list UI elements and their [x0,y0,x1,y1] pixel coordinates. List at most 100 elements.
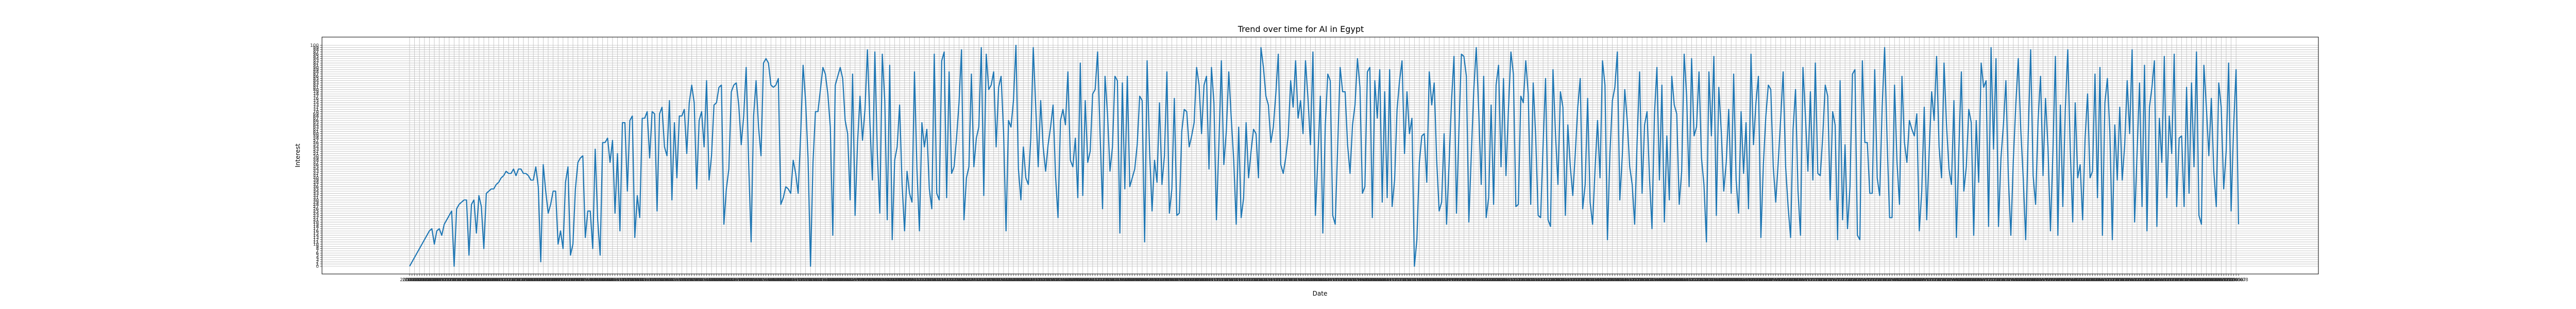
x-tick-label: 2045-04 [1625,278,1645,283]
x-tick-label: 2041-03 [1504,278,1523,283]
x-tick-label: 2056-11 [1969,278,1989,283]
x-tick-label: 2045-10 [1640,278,1659,283]
x-tick-label: 2037-06 [1393,278,1412,283]
x-tick-label: 2060-11 [2088,278,2107,283]
x-tick-label: 2020-09 [895,278,914,283]
y-tick-label: 67 [313,116,319,122]
x-tick-label: 2015-04 [734,278,754,283]
x-tick-label: 2055-07 [1929,278,1949,283]
x-tick-label: 2051-01 [1796,278,1816,283]
y-tick-label: 76 [313,96,319,101]
x-tick-label: 2028-11 [1138,278,1157,283]
x-tick-label: 2060-10 [2086,278,2105,283]
x-tick-label: 2056-03 [1949,278,1969,283]
x-tick-label: 2043-11 [1583,278,1602,283]
x-tick-label: 2051-03 [1801,278,1820,283]
y-tick-label: 84 [313,79,319,84]
x-tick-label: 2040-02 [1471,278,1491,283]
x-tick-label: 2049-11 [1761,278,1781,283]
x-tick-label: 2009-07 [563,278,583,283]
x-tick-label: 2060-01 [2063,278,2082,283]
x-tick-label: 2034-10 [1313,278,1333,283]
x-tick-label: 2032-11 [1256,278,1276,283]
x-tick-label: 2046-01 [1647,278,1667,283]
x-tick-label: 2027-11 [1108,278,1127,283]
x-tick-label: 2062-04 [2130,278,2149,283]
x-tick-label: 2041-12 [1526,278,1546,283]
x-tick-label: 2057-09 [1994,278,2013,283]
y-tick-label: 60 [313,132,319,137]
y-tick-label: 17 [313,227,319,232]
y-tick-label: 51 [313,151,319,157]
x-tick-label: 2052-03 [1831,278,1850,283]
x-tick-label: 2031-09 [1222,278,1241,283]
x-tick-label: 2033-01 [1261,278,1281,283]
x-tick-label: 2020-03 [880,278,900,283]
x-tick-label: 2015-07 [741,278,761,283]
x-tick-label: 2042-09 [1548,278,1568,283]
x-tick-label: 2038-03 [1415,278,1434,283]
y-tick-label: 54 [313,145,319,150]
x-tick-label: 2057-01 [1974,278,1993,283]
x-tick-label: 2051-12 [1823,278,1842,283]
x-tick-label: 2059-12 [2061,278,2080,283]
x-tick-label: 2020-04 [883,278,902,283]
x-tick-label: 2031-08 [1219,278,1239,283]
x-tick-label: 2025-04 [1031,278,1050,283]
x-tick-label: 2038-07 [1425,278,1444,283]
x-tick-label: 2045-08 [1635,278,1654,283]
x-tick-label: 2062-03 [2127,278,2147,283]
x-tick-label: 2046-02 [1650,278,1669,283]
y-tick-label: 73 [313,103,319,108]
x-tick-label: 2065-06 [2224,278,2244,283]
x-tick-label: 2021-11 [929,278,949,283]
x-tick-label: 2019-12 [873,278,892,283]
y-tick-label: 45 [313,165,319,170]
y-tick-label: 99 [313,45,319,50]
x-tick-label: 2020-07 [890,278,909,283]
x-tick-label: 2063-01 [2152,278,2172,283]
x-tick-label: 2041-05 [1509,278,1528,283]
x-tick-label: 2005-01 [430,278,449,283]
x-tick-label: 2022-10 [957,278,976,283]
x-tick-label: 2050-10 [1788,278,1808,283]
x-tick-label: 2016-03 [761,278,781,283]
x-tick-label: 2022-12 [962,278,981,283]
x-tick-label: 2028-04 [1120,278,1140,283]
x-tick-label: 2049-04 [1744,278,1764,283]
y-tick-label: 94 [313,57,319,62]
x-tick-label: 2028-09 [1132,278,1152,283]
x-tick-label: 2026-04 [1061,278,1080,283]
x-tick-label: 2019-09 [865,278,885,283]
x-tick-label: 2006-03 [464,278,484,283]
y-tick-label: 50 [313,154,319,159]
x-tick-label: 2017-11 [811,278,831,283]
x-tick-label: 2012-10 [660,278,680,283]
y-tick-label: 85 [313,76,319,81]
x-tick-label: 2024-11 [1019,278,1038,283]
x-tick-label: 2018-06 [828,278,848,283]
x-tick-label: 2045-12 [1645,278,1665,283]
x-tick-label: 2062-12 [2149,278,2169,283]
x-tick-label: 2062-09 [2142,278,2162,283]
x-tick-label: 2006-04 [467,278,486,283]
x-tick-label: 2048-09 [1726,278,1746,283]
x-tick-label: 2024-04 [1002,278,1021,283]
x-tick-label: 2041-01 [1499,278,1518,283]
x-tick-label: 2046-05 [1657,278,1677,283]
x-tick-label: 2037-03 [1385,278,1404,283]
x-tick-label: 2051-08 [1813,278,1833,283]
x-tick-label: 2019-03 [850,278,870,283]
x-tick-label: 2058-01 [2004,278,2023,283]
x-tick-label: 2019-04 [853,278,872,283]
x-tick-label: 2008-05 [529,278,548,283]
x-tick-label: 2009-05 [558,278,578,283]
x-tick-label: 2009-04 [556,278,575,283]
x-tick-label: 2013-01 [667,278,687,283]
x-tick-label: 2024-05 [1004,278,1023,283]
x-tick-label: 2041-02 [1501,278,1521,283]
x-tick-label: 2007-05 [499,278,518,283]
x-tick-label: 2037-02 [1382,278,1402,283]
x-tick-label: 2035-01 [1320,278,1340,283]
y-axis-label: Interest [294,144,301,168]
